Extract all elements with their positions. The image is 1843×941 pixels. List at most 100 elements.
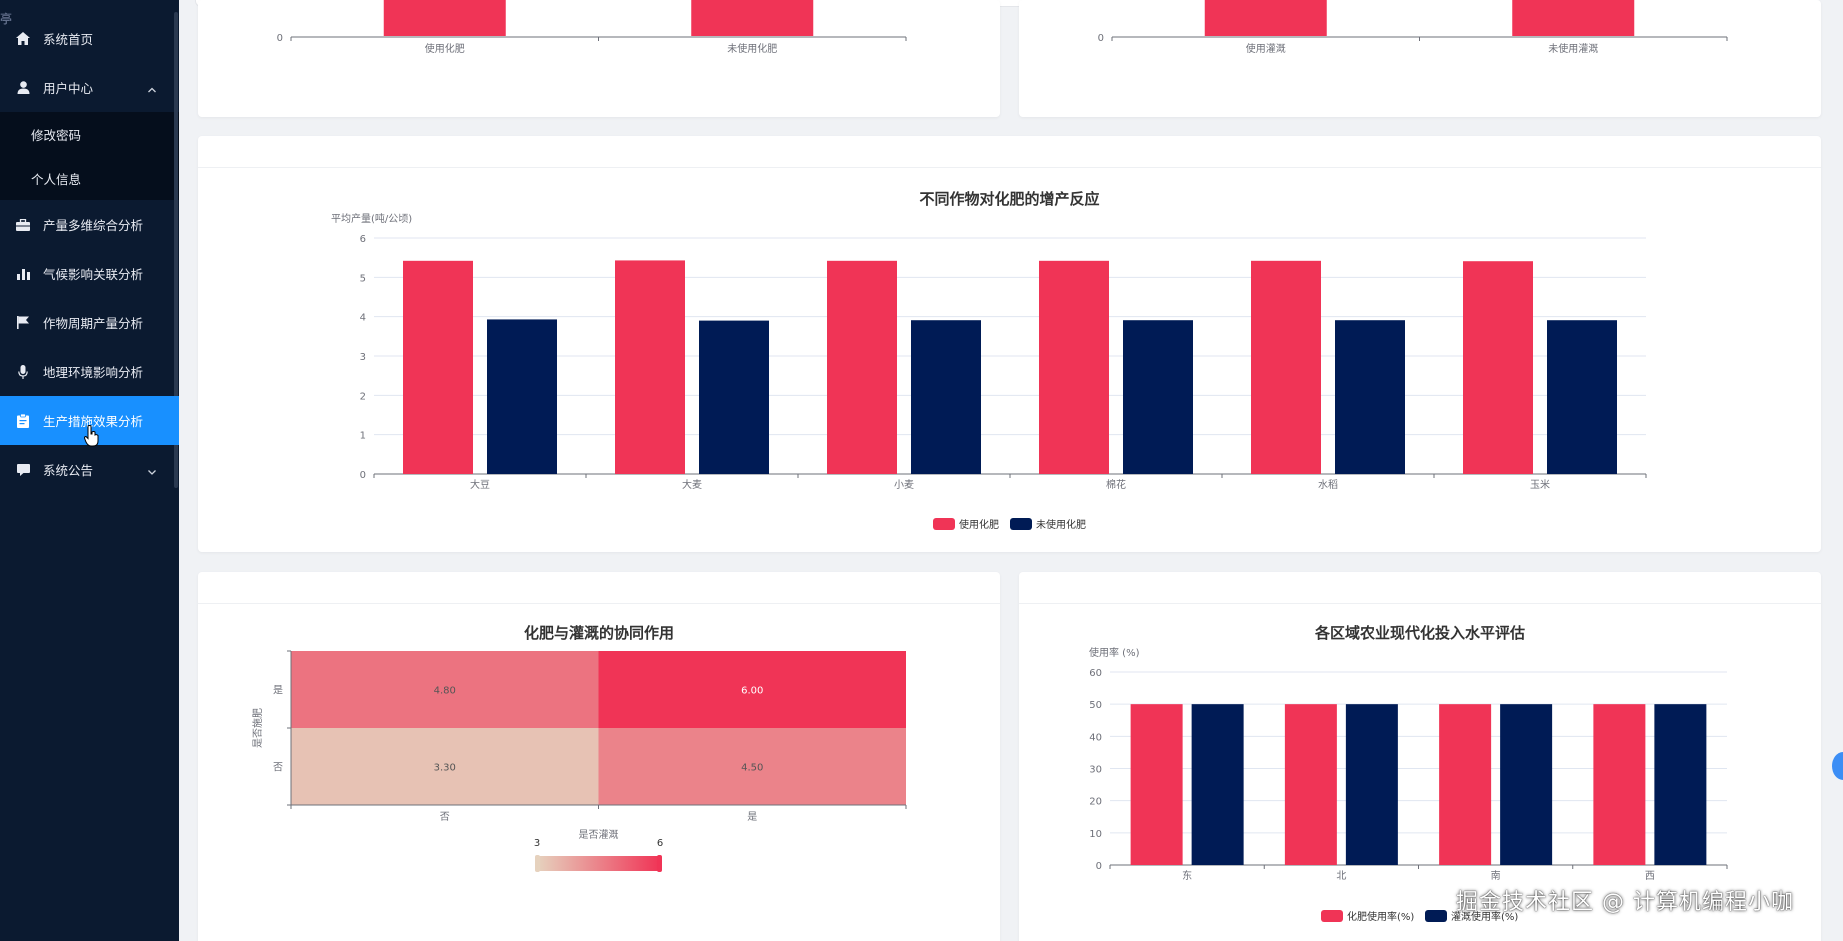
visual-map-handle-min bbox=[535, 855, 540, 872]
sidebar-scrollbar[interactable] bbox=[174, 12, 178, 488]
bar-series-2 bbox=[487, 319, 557, 474]
sidebar-item-measure-analysis[interactable]: 生产措施效果分析 bbox=[0, 396, 179, 447]
card-header bbox=[198, 136, 1821, 168]
home-icon bbox=[16, 32, 30, 46]
bar-series-1 bbox=[827, 260, 897, 474]
clipboard-icon bbox=[16, 413, 30, 428]
bar-series-2 bbox=[1191, 704, 1244, 865]
sidebar-item-geo-analysis[interactable]: 地理环境影响分析 bbox=[0, 347, 179, 396]
y-axis-label: 平均产量(吨/公顷) bbox=[331, 212, 412, 225]
x-tick-label: 使用灌溉 bbox=[1246, 42, 1286, 55]
y-axis-label: 是否施肥 bbox=[251, 708, 264, 748]
message-icon bbox=[16, 463, 30, 477]
briefcase-icon bbox=[16, 218, 30, 232]
sidebar-item-home[interactable]: 系统首页 bbox=[0, 14, 179, 63]
top-glyph: 亭 bbox=[0, 12, 13, 26]
legend-swatch bbox=[1425, 910, 1447, 922]
sidebar-item-cycle-analysis[interactable]: 作物周期产量分析 bbox=[0, 298, 179, 347]
bar-series-1 bbox=[1130, 704, 1183, 865]
y-tick-label: 是 bbox=[273, 685, 283, 697]
x-tick-label: 西 bbox=[1645, 871, 1655, 882]
sidebar-item-profile[interactable]: 个人信息 bbox=[0, 156, 179, 200]
y-tick-label: 40 bbox=[1089, 732, 1102, 743]
bar-series-2 bbox=[1123, 320, 1193, 474]
x-tick-label: 使用化肥 bbox=[425, 42, 465, 55]
x-tick-label: 水稻 bbox=[1318, 479, 1338, 491]
legend-label: 使用化肥 bbox=[959, 518, 999, 531]
sidebar-item-label: 产量多维综合分析 bbox=[43, 218, 144, 233]
sidebar-item-yield-analysis[interactable]: 产量多维综合分析 bbox=[0, 200, 179, 249]
x-tick-label: 大豆 bbox=[470, 478, 490, 491]
x-axis-label: 是否灌溉 bbox=[579, 828, 619, 841]
legend-label: 灌溉使用率(%) bbox=[1451, 910, 1518, 923]
microphone-icon bbox=[16, 364, 30, 379]
heatmap-cell bbox=[598, 728, 906, 805]
y-tick-label: 0 bbox=[1096, 861, 1102, 872]
floating-action-button[interactable] bbox=[1832, 752, 1843, 780]
y-tick-label: 3 bbox=[360, 352, 366, 363]
x-tick-label: 北 bbox=[1336, 870, 1346, 882]
cell-label: 3.30 bbox=[434, 763, 456, 774]
sidebar-item-change-password[interactable]: 修改密码 bbox=[0, 112, 179, 156]
bar bbox=[1204, 0, 1327, 36]
bar-series-2 bbox=[911, 320, 981, 474]
heatmap-cell bbox=[598, 651, 906, 728]
x-tick-label: 玉米 bbox=[1530, 478, 1550, 491]
chart-fertilizer-partial: 0 使用化肥 未使用化肥 bbox=[277, 0, 907, 55]
sidebar-item-announcement[interactable]: 系统公告 bbox=[0, 445, 179, 494]
sidebar-item-label: 作物周期产量分析 bbox=[43, 316, 144, 331]
bar bbox=[691, 0, 814, 36]
chevron-down-icon bbox=[147, 465, 157, 475]
bar-series-1 bbox=[1284, 704, 1337, 865]
heatmap-cell bbox=[291, 651, 599, 728]
sidebar-item-label: 系统公告 bbox=[43, 463, 94, 478]
sidebar-item-label: 个人信息 bbox=[31, 171, 82, 187]
y-tick-label: 0 bbox=[1098, 33, 1104, 44]
sidebar-item-label: 用户中心 bbox=[43, 81, 94, 96]
y-tick-label: 50 bbox=[1089, 700, 1102, 711]
y-tick-label: 4 bbox=[360, 313, 366, 324]
y-tick-label: 5 bbox=[360, 273, 366, 284]
x-tick-label: 否 bbox=[440, 811, 450, 823]
y-tick-label: 10 bbox=[1089, 829, 1102, 840]
y-tick-label: 30 bbox=[1089, 765, 1102, 776]
sidebar-item-user-center[interactable]: 用户中心 bbox=[0, 63, 179, 112]
chevron-up-icon bbox=[147, 83, 157, 93]
bar-series-1 bbox=[403, 260, 473, 474]
sidebar-item-label: 系统首页 bbox=[43, 32, 94, 47]
visual-map-handle-max bbox=[657, 855, 662, 872]
flag-icon bbox=[16, 316, 30, 330]
bar-series-2 bbox=[699, 320, 769, 474]
x-tick-label: 大麦 bbox=[682, 478, 702, 491]
sidebar-item-label: 地理环境影响分析 bbox=[43, 365, 144, 380]
y-tick-label: 0 bbox=[360, 470, 366, 481]
x-tick-label: 东 bbox=[1182, 869, 1192, 882]
x-tick-label: 小麦 bbox=[894, 479, 914, 491]
sidebar-item-label: 气候影响关联分析 bbox=[43, 267, 144, 282]
cell-label: 4.50 bbox=[741, 763, 763, 774]
bar-series-1 bbox=[1593, 704, 1646, 865]
chart-irrigation-partial: 0 使用灌溉 未使用灌溉 bbox=[1098, 0, 1728, 55]
chart-title: 各区域农业现代化投入水平评估 bbox=[1314, 624, 1525, 642]
bar-series-2 bbox=[1335, 320, 1405, 474]
watermark: 掘金技术社区 @ 计算机编程小咖 bbox=[1456, 890, 1794, 915]
y-tick-label: 否 bbox=[273, 762, 283, 774]
sidebar-item-label: 修改密码 bbox=[31, 127, 82, 143]
bar bbox=[383, 0, 506, 36]
chart-title: 化肥与灌溉的协同作用 bbox=[523, 624, 674, 642]
visual-map-max-label: 6 bbox=[657, 838, 663, 849]
x-tick-label: 棉花 bbox=[1106, 478, 1126, 491]
bar-series-1 bbox=[1039, 260, 1109, 474]
legend-label: 未使用化肥 bbox=[1036, 518, 1086, 531]
chart-title: 不同作物对化肥的增产反应 bbox=[919, 190, 1100, 208]
sidebar-item-climate-analysis[interactable]: 气候影响关联分析 bbox=[0, 249, 179, 298]
x-tick-label: 是 bbox=[747, 811, 757, 823]
y-tick-label: 2 bbox=[360, 391, 366, 402]
card-synergy-heatmap: 化肥与灌溉的协同作用 4.80 6.00 3.30 4.50 否是否是是否灌溉 是否施肥 3… bbox=[198, 572, 1000, 941]
bar-series-2 bbox=[1345, 704, 1398, 865]
bar bbox=[1512, 0, 1635, 36]
y-tick-label: 6 bbox=[360, 234, 366, 245]
legend-swatch bbox=[1321, 910, 1343, 922]
